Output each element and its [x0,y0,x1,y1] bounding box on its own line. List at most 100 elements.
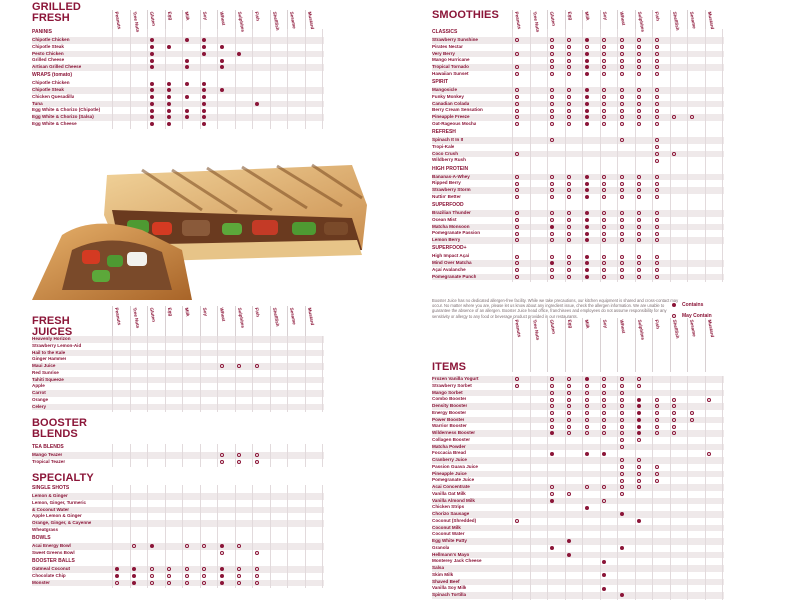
menu-item-row: Açaí Avalanche [432,267,724,274]
legend-contains: Contains [672,302,703,308]
may-contain-dot-icon [549,72,554,77]
group-heading: WRAPS (tomato) [32,72,72,79]
may-contain-dot-icon [602,254,606,259]
allergen-header-tree-nuts: Tree Nuts [129,306,140,360]
menu-item-name: Passion Guava Juice [432,463,478,469]
menu-item-row: Lemon, Ginger, Turmeric [32,500,324,507]
menu-item-name: Orange, Ginger, & Cayenne [32,520,92,525]
allergen-header-gluten: Gluten [147,306,156,360]
column-divider [147,444,148,467]
menu-item-row: High Impact Açaí [432,253,724,260]
contains-dot-icon [149,45,154,50]
menu-item-row: Wilderness Booster [432,430,724,437]
menu-item-row: Acai Concentrate [432,484,724,491]
group-heading: SUPERFOOD+ [432,245,467,252]
column-divider [322,485,323,588]
may-contain-dot-icon [514,261,519,266]
may-contain-dot-icon [619,174,624,179]
menu-item-row: Vanilla Soy Milk [432,585,724,592]
menu-item-name: Chipotle Chicken [32,80,70,86]
contains-dot-icon [584,451,589,456]
column-divider [547,29,548,282]
menu-item-row: Tahiti Squeeze [32,376,324,384]
menu-item-row: Ginger Hammer [32,356,324,363]
column-divider [687,29,688,282]
contains-dot-icon [184,95,189,100]
may-contain-dot-icon [619,65,624,70]
may-contain-dot-icon [567,384,571,389]
may-contain-dot-icon [549,254,554,259]
menu-item-row: & Coconut Water [32,506,324,514]
allergen-header-wheat: Wheat [617,318,626,372]
may-contain-dot-icon [602,231,606,236]
contains-dot-icon [637,417,641,422]
may-contain-dot-icon [514,181,519,186]
may-contain-dot-icon [514,211,519,216]
menu-item-row: Matcha Powder [432,443,724,451]
may-contain-dot-icon [514,95,519,100]
menu-item-name: Pesto Chicken [32,50,64,56]
contains-dot-icon [149,65,154,70]
menu-item-name: Chipotle Steak [32,43,64,49]
may-contain-dot-icon [602,195,606,200]
may-contain-dot-icon [619,45,624,50]
menu-item-row: Monster [32,579,324,587]
may-contain-dot-icon [602,101,606,106]
may-contain-dot-icon [219,460,224,465]
may-contain-dot-icon [619,471,624,476]
may-contain-dot-icon [637,58,641,63]
may-contain-dot-icon [514,254,519,259]
may-contain-dot-icon [514,115,519,120]
menu-item-name: Egg White Patty [432,538,467,543]
may-contain-dot-icon [619,72,624,77]
may-contain-dot-icon [602,224,606,229]
may-contain-dot-icon [602,122,606,127]
column-divider [182,485,183,588]
menu-item-name: Ocean Mist [432,216,457,222]
may-contain-dot-icon [567,492,571,497]
contains-dot-icon [602,573,606,578]
menu-item-row: Mangosicle [432,87,724,94]
column-divider [529,29,531,282]
may-contain-dot-icon [514,218,519,223]
may-contain-dot-icon [637,45,641,50]
menu-item-name: Wheatgrass [32,526,59,532]
menu-item-row: Egg White & Chorizo (Chipotle) [32,107,324,114]
column-divider [634,29,636,282]
may-contain-dot-icon [549,138,554,143]
may-contain-dot-icon [184,574,189,579]
contains-dot-icon [619,512,624,517]
menu-item-row: Tropical Teazer [32,459,324,466]
allergen-column-headers: Peanuts Tree Nuts Gluten Egg Milk Soy Wheat Sul… [432,318,724,378]
may-contain-dot-icon [637,181,641,186]
contains-dot-icon [584,51,589,56]
allergen-header-milk: Milk [182,306,191,360]
menu-item-row: Acai Energy Bowl [32,543,324,550]
contains-dot-icon [637,431,641,436]
may-contain-dot-icon [567,211,571,216]
contains-dot-icon [219,544,224,549]
menu-item-row: Ripped Berry [432,180,724,187]
may-contain-dot-icon [549,188,554,193]
may-contain-dot-icon [602,115,606,120]
contains-dot-icon [202,115,206,120]
menu-item-row: Apple Lemon & Ginger [32,513,324,520]
may-contain-dot-icon [619,115,624,120]
column-divider [269,444,271,467]
grilled-fresh-title: GRILLED FRESH [32,1,81,24]
menu-item-row: Tropi-Kale [432,144,724,151]
contains-dot-icon [184,115,189,120]
may-contain-dot-icon [654,424,659,429]
menu-item-row: Nuttin' Better [432,194,724,201]
menu-item-name: Power Booster [432,416,465,422]
booster-blends-title: BOOSTER BLENDS [32,417,88,440]
menu-item-name: Grilled Cheese [32,57,65,63]
menu-item-name: Monterey Jack Cheese [432,558,482,564]
may-contain-dot-icon [619,438,624,443]
may-contain-dot-icon [514,377,519,382]
column-divider [252,485,253,588]
contains-dot-icon [584,188,589,193]
may-contain-dot-icon [549,274,554,279]
may-contain-dot-icon [254,580,259,585]
